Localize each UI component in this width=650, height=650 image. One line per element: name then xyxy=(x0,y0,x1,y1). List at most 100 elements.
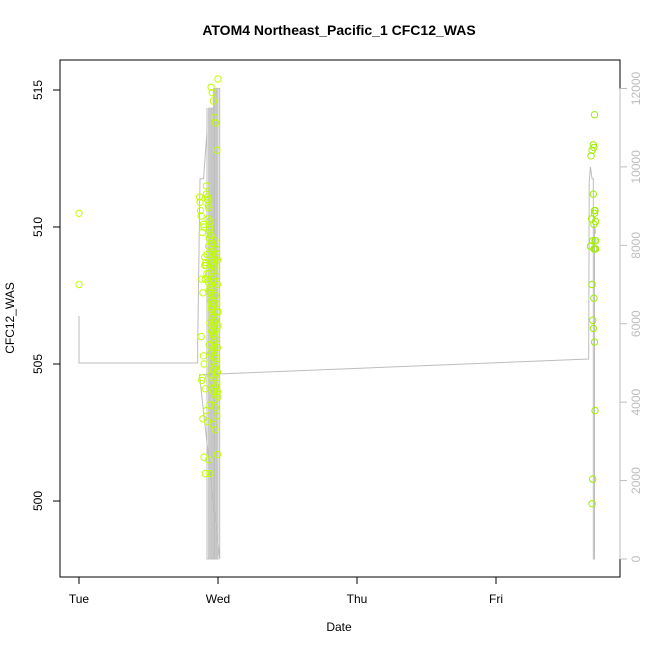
data-point xyxy=(201,469,210,478)
data-point xyxy=(200,360,208,368)
data-point xyxy=(589,324,597,333)
data-point xyxy=(211,327,219,335)
data-point xyxy=(587,152,595,160)
data-point xyxy=(591,237,600,245)
y2-tick-label: 4000 xyxy=(629,388,643,415)
data-point xyxy=(211,237,219,245)
data-point xyxy=(203,195,212,204)
data-point xyxy=(195,193,204,201)
data-point xyxy=(588,500,596,508)
data-point xyxy=(206,319,214,327)
plot-frame xyxy=(59,59,621,578)
y2-tick-label: 0 xyxy=(629,555,643,562)
data-point xyxy=(212,291,220,300)
data-point xyxy=(589,316,597,324)
data-point xyxy=(211,352,219,360)
data-point xyxy=(199,289,207,297)
y-tick-label: 510 xyxy=(31,217,45,237)
data-point xyxy=(589,475,597,483)
data-point xyxy=(588,280,596,289)
data-point xyxy=(206,217,214,226)
data-point xyxy=(205,204,213,212)
data-point xyxy=(202,258,210,267)
data-point xyxy=(591,245,599,253)
data-point xyxy=(197,212,205,220)
data-point xyxy=(214,75,222,83)
line-series-path xyxy=(78,88,597,560)
data-point xyxy=(210,343,218,352)
data-point xyxy=(591,406,599,415)
data-point xyxy=(210,395,219,404)
data-point xyxy=(212,404,220,412)
data-point xyxy=(206,401,214,409)
data-point xyxy=(589,190,597,198)
x-axis: Tue Wed Thu Fri xyxy=(69,576,503,606)
data-point xyxy=(207,231,215,239)
data-point xyxy=(202,406,211,415)
data-point xyxy=(202,261,210,270)
data-point xyxy=(75,209,83,218)
line-series xyxy=(78,88,597,560)
data-point xyxy=(589,141,597,149)
data-point xyxy=(208,379,216,387)
x-tick-label: Wed xyxy=(206,592,230,606)
data-point xyxy=(207,371,215,379)
data-point xyxy=(590,294,598,302)
data-point xyxy=(203,269,211,278)
data-point xyxy=(590,209,599,218)
data-point xyxy=(213,368,222,376)
x-tick-label: Tue xyxy=(69,592,90,606)
data-point xyxy=(209,387,218,396)
x-tick-label: Fri xyxy=(489,592,503,606)
data-point xyxy=(201,385,210,393)
data-point xyxy=(213,308,221,316)
data-point xyxy=(213,343,222,352)
y2-tick-label: 8000 xyxy=(629,232,643,259)
data-point xyxy=(590,220,598,229)
y-tick-label: 500 xyxy=(31,491,45,511)
data-point xyxy=(75,280,83,289)
data-point xyxy=(196,198,204,207)
data-point xyxy=(197,332,205,341)
data-point xyxy=(208,89,216,97)
y2-tick-label: 10000 xyxy=(629,150,643,184)
data-point xyxy=(213,450,222,459)
y2-tick-label: 6000 xyxy=(629,310,643,337)
data-point xyxy=(207,83,215,92)
data-point xyxy=(212,245,221,253)
data-point xyxy=(198,275,206,283)
data-point xyxy=(212,360,221,368)
data-point xyxy=(203,193,212,201)
data-point xyxy=(198,376,206,385)
data-point xyxy=(199,415,207,423)
data-point xyxy=(213,256,222,264)
data-point xyxy=(196,206,205,215)
y-tick-label: 515 xyxy=(31,80,45,100)
data-point xyxy=(590,111,599,119)
data-point xyxy=(209,261,218,270)
data-point xyxy=(212,335,221,343)
data-point xyxy=(206,469,214,478)
data-point xyxy=(199,220,208,229)
data-point xyxy=(210,278,219,286)
data-point xyxy=(212,119,220,127)
data-point xyxy=(202,182,211,190)
data-point xyxy=(204,201,212,209)
chart-title: ATOM4 Northeast_Pacific_1 CFC12_WAS xyxy=(202,22,475,38)
data-point xyxy=(205,286,214,294)
y2-tick-label: 12000 xyxy=(629,71,643,105)
data-point xyxy=(214,321,222,330)
data-point xyxy=(211,426,219,434)
data-point xyxy=(590,206,599,215)
data-point xyxy=(210,113,219,122)
data-point xyxy=(213,412,221,420)
data-point xyxy=(590,143,598,152)
y-axis-left: 500 505 510 515 xyxy=(31,80,61,511)
x-tick-label: Thu xyxy=(347,592,368,606)
data-point xyxy=(213,146,221,155)
data-point xyxy=(200,453,208,461)
data-point xyxy=(205,223,214,231)
data-point xyxy=(207,302,216,311)
data-point xyxy=(198,374,207,382)
